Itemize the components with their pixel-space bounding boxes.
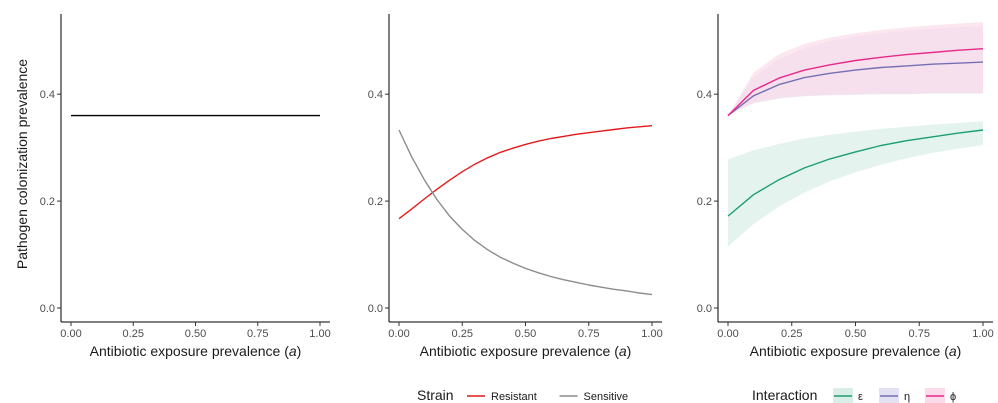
series-line-1	[727, 129, 984, 217]
legend-label: ϕ	[950, 391, 956, 403]
x-axis-title: Antibiotic exposure prevalence (a)	[750, 343, 962, 359]
x-tick-label: 0.75	[909, 328, 930, 340]
y-tick-label: 0.4	[697, 89, 712, 101]
x-tick-label: 0.75	[578, 328, 599, 340]
x-tick-label: 0.00	[388, 328, 409, 340]
y-tick-label: 0.0	[40, 303, 55, 315]
legend-label: Resistant	[491, 391, 537, 403]
legend-label: ε	[858, 391, 863, 403]
panel-3: 0.0 0.2 0.4 0.00 0.25 0.50 0.75 1.00 Antibiotic …	[697, 14, 994, 359]
legend-3: Interaction ε η ϕ	[752, 387, 956, 403]
x-tick-label: 0.75	[247, 328, 268, 340]
ribbon-1	[728, 121, 983, 247]
x-tick-label: 0.50	[515, 328, 536, 340]
x-tick-label: 0.25	[123, 328, 144, 340]
panels: 0.0 0.2 0.4 0.00 0.25 0.50 0.75 1.00 Antibiotic …	[40, 14, 994, 359]
ribbon-3	[728, 22, 983, 116]
x-tick-label: 0.25	[452, 328, 473, 340]
x-tick-label: 1.00	[972, 328, 993, 340]
series-line-1	[398, 125, 653, 220]
y-tick-label: 0.0	[697, 303, 712, 315]
series-line-3	[727, 48, 984, 117]
legend-2: Strain Resistant Sensitive	[417, 387, 628, 403]
y-axis-title: Pathogen colonization prevalence	[14, 59, 30, 269]
panel-2: 0.0 0.2 0.4 0.00 0.25 0.50 0.75 1.00 Antibiotic …	[368, 14, 663, 359]
x-tick-label: 0.25	[781, 328, 802, 340]
series-line-2	[727, 61, 984, 117]
y-tick-label: 0.0	[368, 303, 383, 315]
x-tick-label: 0.50	[845, 328, 866, 340]
y-tick-label: 0.2	[697, 196, 712, 208]
legend-label: Sensitive	[584, 391, 629, 403]
y-tick-label: 0.2	[40, 196, 55, 208]
y-tick-label: 0.2	[368, 196, 383, 208]
x-axis-title: Antibiotic exposure prevalence (a)	[420, 343, 632, 359]
x-tick-label: 0.00	[60, 328, 81, 340]
legend-label: η	[904, 391, 910, 403]
y-tick-label: 0.4	[368, 89, 383, 101]
x-tick-label: 0.50	[185, 328, 206, 340]
x-tick-label: 1.00	[641, 328, 662, 340]
x-tick-label: 0.00	[717, 328, 738, 340]
x-axis-title: Antibiotic exposure prevalence (a)	[90, 343, 302, 359]
x-tick-label: 1.00	[309, 328, 330, 340]
panel-1: 0.0 0.2 0.4 0.00 0.25 0.50 0.75 1.00 Antibiotic …	[40, 14, 331, 359]
y-tick-label: 0.4	[40, 89, 55, 101]
legend-title: Strain	[417, 387, 454, 403]
legend-title: Interaction	[752, 387, 817, 403]
legends: Strain Resistant Sensitive Interaction ε η ϕ	[417, 387, 956, 403]
series-line-2	[398, 129, 653, 296]
